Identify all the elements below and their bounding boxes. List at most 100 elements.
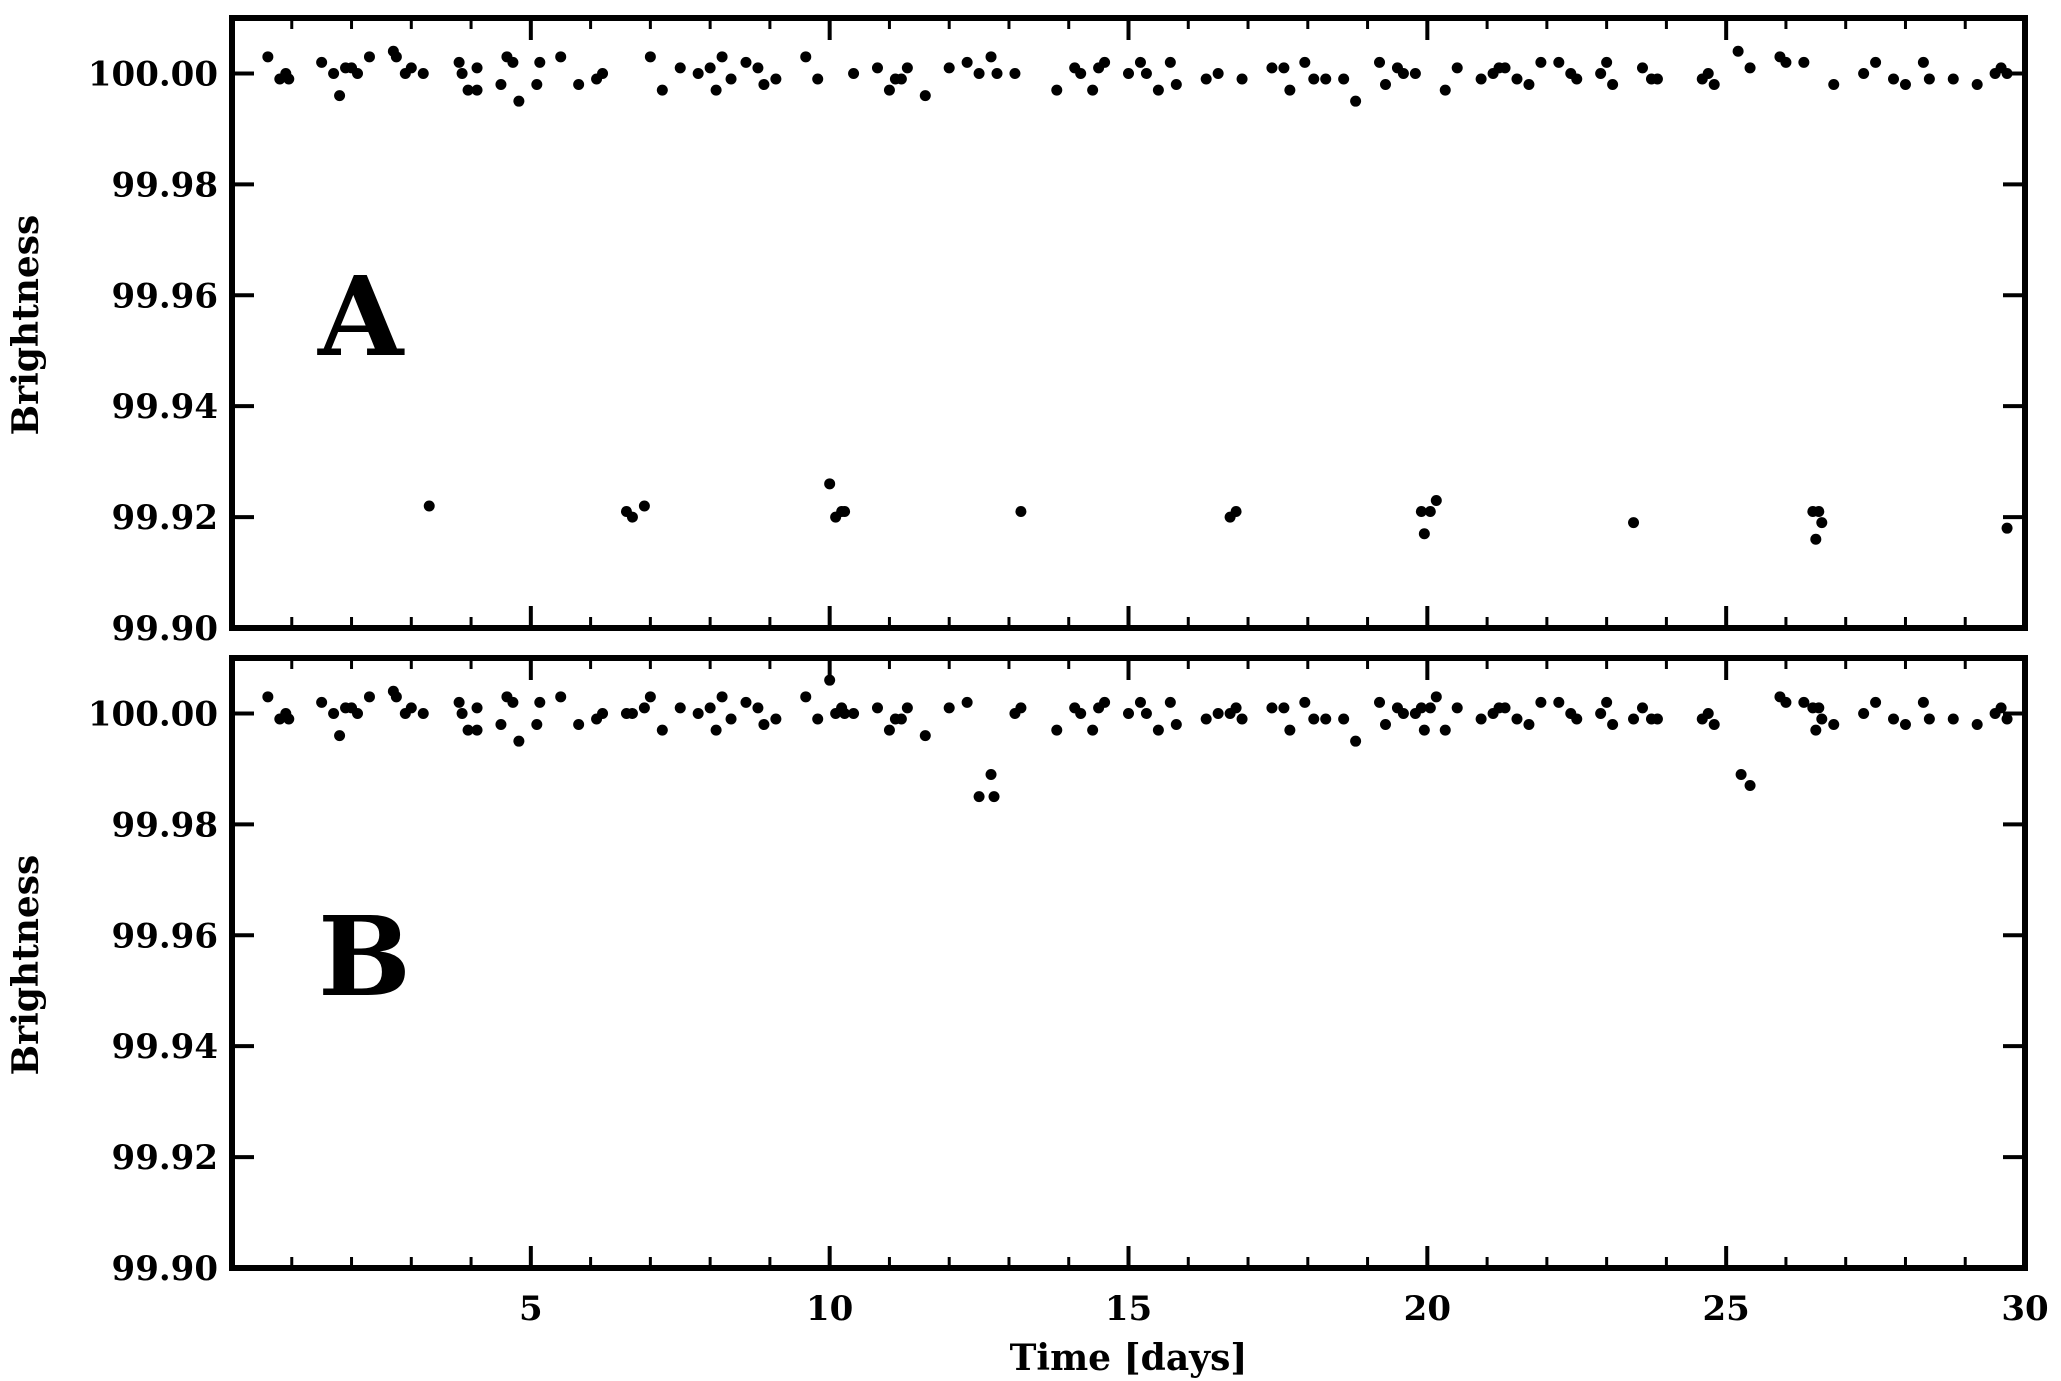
data-point <box>1475 73 1487 85</box>
data-point <box>1379 719 1391 731</box>
data-point <box>328 67 340 79</box>
data-point <box>871 702 883 714</box>
data-point <box>1170 79 1182 91</box>
y-tick-label: 99.96 <box>112 276 218 316</box>
data-point <box>597 707 609 719</box>
data-point <box>1284 724 1296 736</box>
data-point <box>644 691 656 703</box>
data-point <box>1535 56 1547 68</box>
data-point <box>1451 702 1463 714</box>
data-point <box>1651 713 1663 725</box>
x-axis-label: Time [days] <box>1010 1337 1248 1379</box>
data-point <box>626 511 638 523</box>
data-point <box>1338 713 1350 725</box>
data-point <box>1499 62 1511 74</box>
data-point <box>1917 696 1929 708</box>
data-point <box>1828 79 1840 91</box>
data-point <box>812 713 824 725</box>
data-point <box>1607 79 1619 91</box>
data-point <box>316 56 328 68</box>
data-point <box>471 724 483 736</box>
data-point <box>531 79 543 91</box>
data-point <box>495 719 507 731</box>
data-point <box>495 79 507 91</box>
data-point <box>961 56 973 68</box>
data-point <box>1200 73 1212 85</box>
data-point <box>2001 713 2013 725</box>
data-point <box>752 702 764 714</box>
data-point <box>812 73 824 85</box>
data-point <box>1651 73 1663 85</box>
data-point <box>405 62 417 74</box>
data-point <box>839 707 851 719</box>
data-point <box>1350 735 1362 747</box>
data-point <box>262 691 274 703</box>
data-point <box>334 730 346 742</box>
data-point <box>725 73 737 85</box>
data-point <box>597 67 609 79</box>
data-point <box>1200 713 1212 725</box>
y-tick-label: 99.90 <box>112 609 218 649</box>
data-point <box>1571 73 1583 85</box>
y-tick-label: 99.90 <box>112 1249 218 1289</box>
x-tick-label: 30 <box>2001 1289 2048 1329</box>
panel-letter: A <box>317 252 405 381</box>
data-point <box>848 707 860 719</box>
data-point <box>988 791 1000 803</box>
data-point <box>1858 67 1870 79</box>
data-point <box>1870 56 1882 68</box>
y-tick-label: 99.98 <box>112 805 218 845</box>
data-point <box>1607 719 1619 731</box>
data-point <box>1870 696 1882 708</box>
data-point <box>758 719 770 731</box>
y-tick-label: 99.92 <box>112 1138 218 1178</box>
data-point <box>991 67 1003 79</box>
data-point <box>1744 780 1756 792</box>
data-point <box>363 51 375 63</box>
data-point <box>716 51 728 63</box>
data-point <box>555 51 567 63</box>
data-point <box>1418 724 1430 736</box>
data-point <box>1418 528 1430 540</box>
data-point <box>334 90 346 102</box>
data-point <box>1140 707 1152 719</box>
data-point <box>674 62 686 74</box>
data-point <box>1535 696 1547 708</box>
data-point <box>1123 707 1134 719</box>
data-point <box>1409 67 1421 79</box>
data-point <box>283 73 295 85</box>
data-point <box>901 62 913 74</box>
data-point <box>1798 56 1810 68</box>
data-point <box>1134 56 1146 68</box>
data-point <box>883 724 895 736</box>
data-point <box>456 707 468 719</box>
data-point <box>1971 79 1983 91</box>
data-point <box>1899 719 1911 731</box>
data-point <box>1798 696 1810 708</box>
data-point <box>1308 73 1320 85</box>
data-point <box>1888 73 1900 85</box>
panel-b: 99.90 99.92 99.94 99.96 99.98 100.00 5 10 15 20 25… <box>5 655 2049 1379</box>
data-point <box>1702 67 1714 79</box>
data-point <box>883 84 895 96</box>
data-point <box>1015 506 1027 518</box>
data-point <box>1299 696 1311 708</box>
data-point <box>1439 84 1451 96</box>
data-point <box>1816 517 1828 529</box>
data-point <box>1308 713 1320 725</box>
data-point <box>839 506 851 518</box>
data-point <box>1123 67 1134 79</box>
data-point <box>471 84 483 96</box>
data-point <box>1744 62 1756 74</box>
data-point <box>1475 713 1487 725</box>
data-point <box>1284 84 1296 96</box>
data-point <box>1236 73 1248 85</box>
data-point <box>1236 713 1248 725</box>
data-point <box>1628 713 1640 725</box>
data-point <box>973 67 985 79</box>
data-point <box>758 79 770 91</box>
x-tick-label: 10 <box>806 1289 853 1329</box>
data-point <box>985 51 997 63</box>
data-point <box>453 56 465 68</box>
